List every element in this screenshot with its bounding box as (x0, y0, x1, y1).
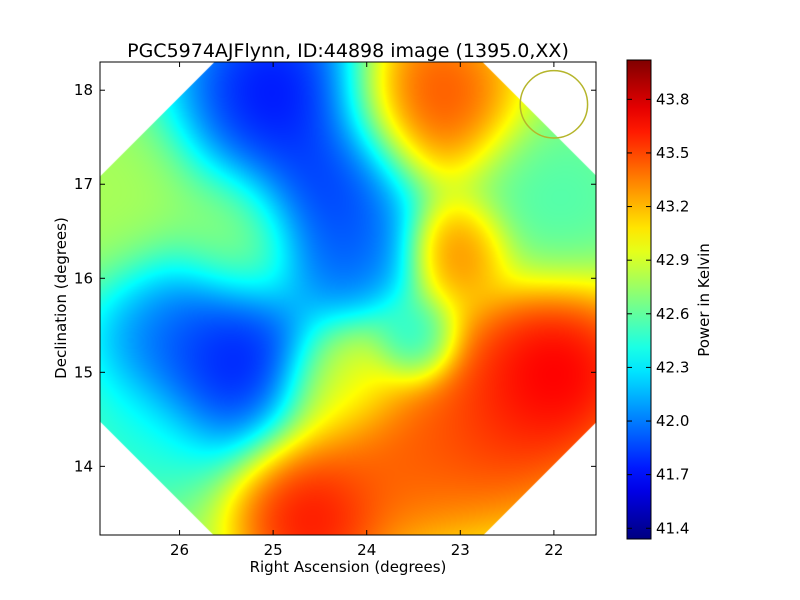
colorbar-tick-label: 41.4 (656, 519, 689, 537)
colorbar-tick-label: 42.6 (656, 305, 689, 323)
colorbar-label: Power in Kelvin (695, 243, 713, 357)
x-axis-label: Right Ascension (degrees) (250, 558, 447, 576)
colorbar-tick-label: 42.9 (656, 251, 689, 269)
heatmap-image (100, 62, 596, 535)
x-tick-label: 23 (451, 541, 470, 559)
colorbar-tick-label: 41.7 (656, 466, 689, 484)
x-tick-label: 25 (264, 541, 283, 559)
y-tick-label: 17 (74, 175, 93, 193)
y-tick-label: 16 (74, 269, 93, 287)
colorbar-ticks: 41.4 41.7 42.0 42.3 42.6 42.9 43.2 43.5 43.8 (627, 90, 689, 537)
x-tick-label: 22 (544, 541, 563, 559)
colorbar: 41.4 41.7 42.0 42.3 42.6 42.9 43.2 43.5 43.8 Pow… (626, 59, 713, 540)
y-tick-label: 18 (74, 81, 93, 99)
colorbar-tick-label: 42.0 (656, 412, 689, 430)
x-tick-label: 24 (357, 541, 376, 559)
plot-frame (99, 61, 597, 536)
y-axis-ticks: 14 15 16 17 18 (74, 81, 596, 475)
chart-title: PGC5974AJFlynn, ID:44898 image (1395.0,X… (127, 40, 569, 62)
y-tick-label: 14 (74, 457, 93, 475)
colorbar-fill (627, 60, 651, 539)
colorbar-tick-label: 43.2 (656, 198, 689, 216)
colorbar-tick-label: 42.3 (656, 358, 689, 376)
colorbar-tick-label: 43.8 (656, 90, 689, 108)
colorbar-tick-label: 43.5 (656, 144, 689, 162)
colorbar-frame (626, 59, 652, 540)
y-tick-label: 15 (74, 363, 93, 381)
plot-area (99, 61, 597, 536)
x-tick-label: 26 (170, 541, 189, 559)
y-axis-label: Declination (degrees) (52, 217, 70, 379)
beam-circle (519, 69, 589, 139)
x-axis-ticks: 26 25 24 23 22 (170, 62, 563, 559)
